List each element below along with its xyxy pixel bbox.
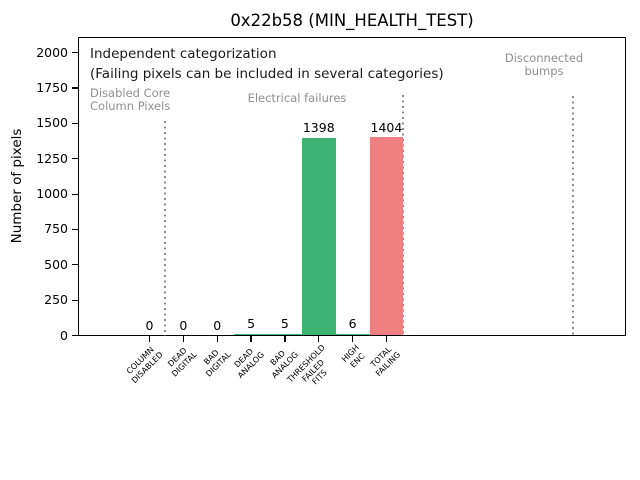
y-tick-mark xyxy=(72,52,78,54)
y-tick-label: 750 xyxy=(44,221,68,237)
y-tick-mark xyxy=(72,87,78,89)
x-tick-mark xyxy=(148,335,151,342)
y-tick-mark xyxy=(72,122,78,125)
x-tick-mark xyxy=(182,335,184,342)
section-separator-line xyxy=(572,96,574,336)
bar-value-label: 0 xyxy=(145,318,154,333)
y-tick-mark xyxy=(72,228,78,231)
x-tick-label: TOTAL FAILING xyxy=(368,344,402,378)
x-tick-mark xyxy=(250,335,252,342)
y-tick-mark xyxy=(72,193,78,195)
y-tick-label: 1750 xyxy=(36,80,68,96)
bar-value-label: 1404 xyxy=(370,119,403,135)
x-tick-label: DEAD ANALOG xyxy=(233,346,267,380)
x-tick-mark xyxy=(318,335,320,342)
y-tick-label: 1000 xyxy=(36,186,68,202)
y-tick-label: 2000 xyxy=(36,44,68,60)
section-separator-line xyxy=(164,121,166,336)
y-tick-label: 1500 xyxy=(36,115,68,131)
section-label: Electrical failures xyxy=(247,91,347,105)
chart-title: 0x22b58 (MIN_HEALTH_TEST) xyxy=(230,11,474,30)
x-tick-mark xyxy=(351,335,354,342)
y-tick-label: 0 xyxy=(60,327,68,343)
annotation-independent-categorization: Independent categorization xyxy=(90,46,277,62)
bar xyxy=(301,137,336,336)
bar-value-label: 6 xyxy=(348,316,357,332)
x-tick-mark xyxy=(385,335,388,342)
y-tick-label: 500 xyxy=(44,256,68,272)
x-tick-label: COLUMN DISABLED xyxy=(124,345,165,385)
bar-value-label: 0 xyxy=(179,318,188,333)
section-label: Disabled Core Column Pixels xyxy=(90,86,171,113)
bar-value-label: 1398 xyxy=(302,120,335,136)
x-tick-mark xyxy=(216,335,218,342)
y-tick-mark xyxy=(72,299,78,301)
y-tick-mark xyxy=(72,334,78,337)
x-tick-label: BAD DIGITAL xyxy=(202,348,233,379)
bar-value-label: 0 xyxy=(213,318,222,333)
y-tick-mark xyxy=(72,158,78,160)
y-tick-mark xyxy=(72,264,78,266)
bar xyxy=(267,333,302,336)
bar xyxy=(369,137,404,336)
bar xyxy=(234,333,268,336)
section-label: Disconnected bumps xyxy=(504,51,584,78)
x-tick-mark xyxy=(284,335,286,342)
bar-value-label: 5 xyxy=(247,316,256,332)
bar xyxy=(335,333,370,336)
annotation-failing-pixels: (Failing pixels can be included in sever… xyxy=(90,66,444,82)
bar-value-label: 5 xyxy=(280,316,289,332)
x-tick-label: HIGH ENC xyxy=(340,343,367,370)
y-tick-label: 250 xyxy=(44,292,68,308)
y-tick-label: 1250 xyxy=(36,150,68,166)
x-tick-label: DEAD DIGITAL xyxy=(166,345,199,379)
